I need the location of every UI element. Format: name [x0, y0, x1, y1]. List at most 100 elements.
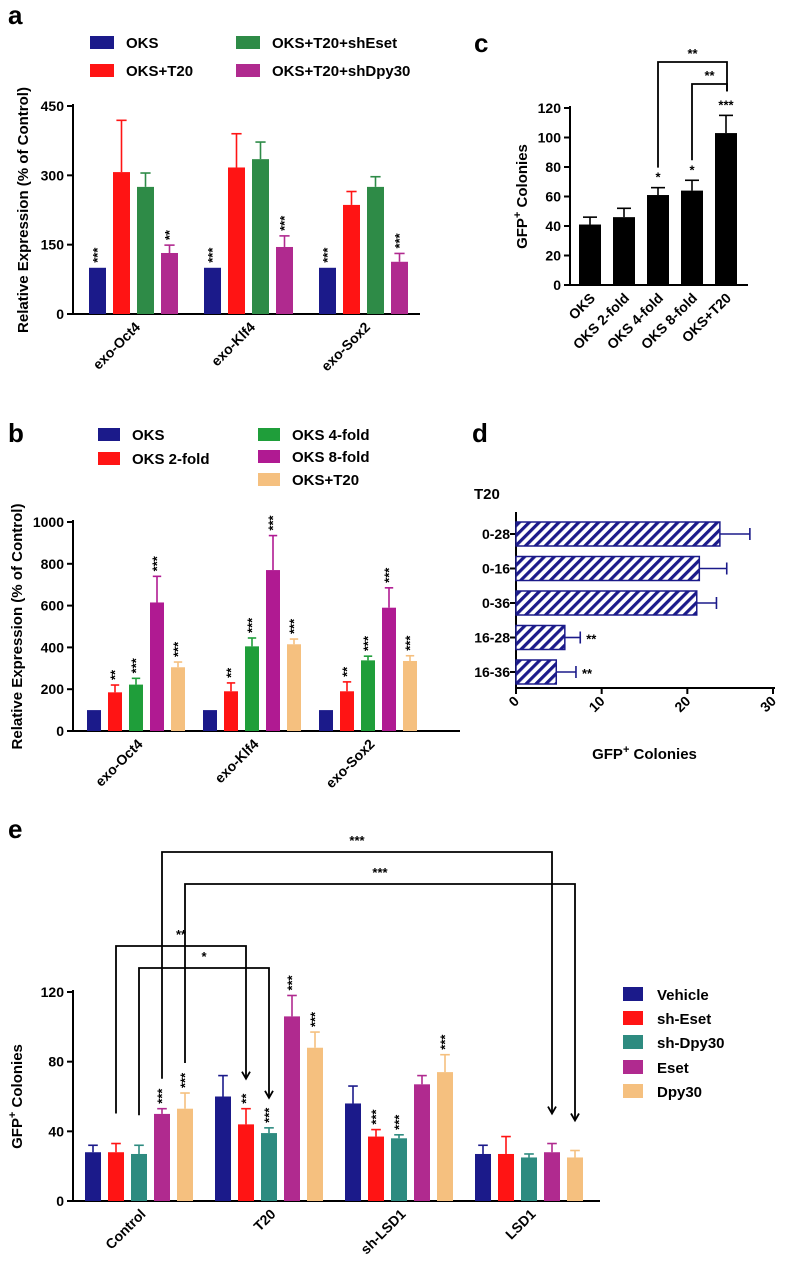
- legend-label: sh-Dpy30: [657, 1035, 725, 1052]
- comparison-bracket: [115, 945, 247, 1114]
- y-tick-label: 0-28: [482, 526, 510, 542]
- bar-Eset-LSD1: [544, 1152, 560, 1201]
- bar-sh-Eset-Control: [108, 1152, 124, 1201]
- significance-label: ***: [287, 618, 302, 634]
- x-tick-label: exo-Oct4: [89, 319, 143, 373]
- bar-OKS+T20+shDpy30-exo-Oct4: [161, 252, 178, 314]
- legend-label: OKS 4-fold: [292, 427, 370, 444]
- y-axis-label: GFP+ Colonies: [512, 144, 531, 249]
- bar-OKS+T20+shDpy30-exo-Klf4: [276, 246, 293, 314]
- significance-label: **: [340, 666, 355, 677]
- significance-label: **: [162, 229, 177, 240]
- bar-OKS 8-fold-exo-Klf4: [266, 570, 280, 731]
- significance-label: **: [582, 666, 593, 681]
- legend-label: OKS: [132, 427, 165, 444]
- bar-OKS 2-fold-exo-Oct4: [108, 692, 122, 731]
- significance-label: ***: [308, 1011, 323, 1027]
- comparison-label: *: [201, 949, 207, 964]
- significance-label: ***: [392, 232, 407, 248]
- legend-label: Dpy30: [657, 1084, 702, 1101]
- y-tick-label: 40: [545, 218, 561, 234]
- x-tick-label: Control: [102, 1206, 149, 1253]
- significance-label: ***: [392, 1114, 407, 1130]
- bar-OKS+T20-exo-Sox2: [343, 204, 360, 314]
- comparison-arrowhead: [547, 1106, 557, 1116]
- legend-swatch: [236, 36, 260, 49]
- legend-label: OKS+T20+shDpy30: [272, 63, 410, 80]
- comparison-arrowhead: [570, 1113, 580, 1123]
- panel-d: d T20 0 10 20 30 GFP+ Colonies 0-28 0-16 0-36 16-2…: [472, 418, 779, 763]
- panel-label-d: d: [472, 418, 488, 448]
- bar-sh-Eset-T20: [238, 1124, 254, 1201]
- y-tick-label: 80: [545, 159, 561, 175]
- y-tick-label: 200: [41, 681, 65, 697]
- legend-swatch: [98, 452, 120, 465]
- bar-OKS-exo-Klf4: [203, 710, 217, 731]
- bar-OKS 4-fold-exo-Oct4: [129, 684, 143, 731]
- x-tick-label: exo-Oct4: [92, 736, 146, 790]
- panel-label-a: a: [8, 0, 23, 30]
- significance-label: ***: [382, 567, 397, 583]
- significance-label: ***: [266, 514, 281, 530]
- legend-label: OKS: [126, 35, 159, 52]
- y-tick-label: 60: [545, 189, 561, 205]
- bar-sh-Dpy30-Control: [131, 1153, 147, 1201]
- y-tick-label: 150: [41, 237, 65, 253]
- legend-swatch: [258, 450, 280, 463]
- bar-sh-Eset-sh-LSD1: [368, 1136, 384, 1201]
- significance-label: ***: [438, 1034, 453, 1050]
- significance-label: ***: [150, 555, 165, 571]
- x-tick-label: exo-Klf4: [208, 319, 259, 370]
- bar-OKS 8-fold-exo-Oct4: [150, 602, 164, 731]
- bar-OKS-exo-Sox2: [319, 267, 336, 314]
- bar-Dpy30-LSD1: [567, 1157, 583, 1201]
- bar-OKS 8-fold-exo-Sox2: [382, 607, 396, 731]
- legend-swatch: [623, 1060, 643, 1074]
- bar-OKS 4-fold-exo-Sox2: [361, 660, 375, 731]
- comparison-label: **: [704, 68, 715, 83]
- legend-label: OKS 2-fold: [132, 451, 210, 468]
- bar-sh-Dpy30-sh-LSD1: [391, 1138, 407, 1201]
- comparison-arrowhead: [264, 1090, 274, 1100]
- bar-OKS+T20+shEset-exo-Klf4: [252, 159, 269, 314]
- y-tick-label: 0: [553, 277, 561, 293]
- significance-label: ***: [178, 1072, 193, 1088]
- panel-label-e: e: [8, 814, 22, 844]
- comparison-bracket: [161, 851, 553, 1114]
- y-tick-label: 0: [56, 723, 64, 739]
- bar-OKS 2-fold-exo-Sox2: [340, 691, 354, 731]
- bar-OKS 2-fold-exo-Klf4: [224, 691, 238, 731]
- legend-swatch: [623, 1035, 643, 1049]
- bar-OKS 4-fold-exo-Klf4: [245, 646, 259, 731]
- bar-Dpy30-T20: [307, 1047, 323, 1201]
- x-tick-label: exo-Sox2: [318, 319, 373, 374]
- bar-OKS+T20-exo-Oct4: [113, 172, 130, 314]
- bar-Dpy30-Control: [177, 1108, 193, 1201]
- significance-label: **: [586, 632, 597, 647]
- comparison-bracket: [657, 61, 728, 168]
- bar-sh-Dpy30-LSD1: [521, 1157, 537, 1201]
- comparison-label: **: [176, 927, 187, 942]
- significance-label: *: [655, 170, 661, 185]
- panel-b: b 0 200 400 600 800 1000 Relative Expression (%…: [8, 418, 460, 791]
- legend-label: Eset: [657, 1060, 689, 1077]
- bar-OKS-exo-Sox2: [319, 710, 333, 731]
- bar-OKS 2-fold: [613, 217, 635, 285]
- comparison-bracket: [138, 967, 270, 1116]
- significance-label: ***: [285, 974, 300, 990]
- legend-swatch: [258, 473, 280, 486]
- y-axis-label: Relative Expression (% of Control): [9, 504, 26, 750]
- legend-swatch: [623, 987, 643, 1001]
- comparison-label: ***: [349, 833, 365, 848]
- bar-Eset-sh-LSD1: [414, 1084, 430, 1201]
- y-tick-label: 80: [48, 1054, 64, 1070]
- y-tick-label: 1000: [33, 514, 64, 530]
- legend-swatch: [90, 36, 114, 49]
- bar-OKS-exo-Oct4: [87, 710, 101, 731]
- bar-OKS: [579, 224, 601, 285]
- comparison-label: **: [687, 46, 698, 61]
- y-tick-label: 300: [41, 167, 65, 183]
- y-tick-label: 16-36: [474, 664, 510, 680]
